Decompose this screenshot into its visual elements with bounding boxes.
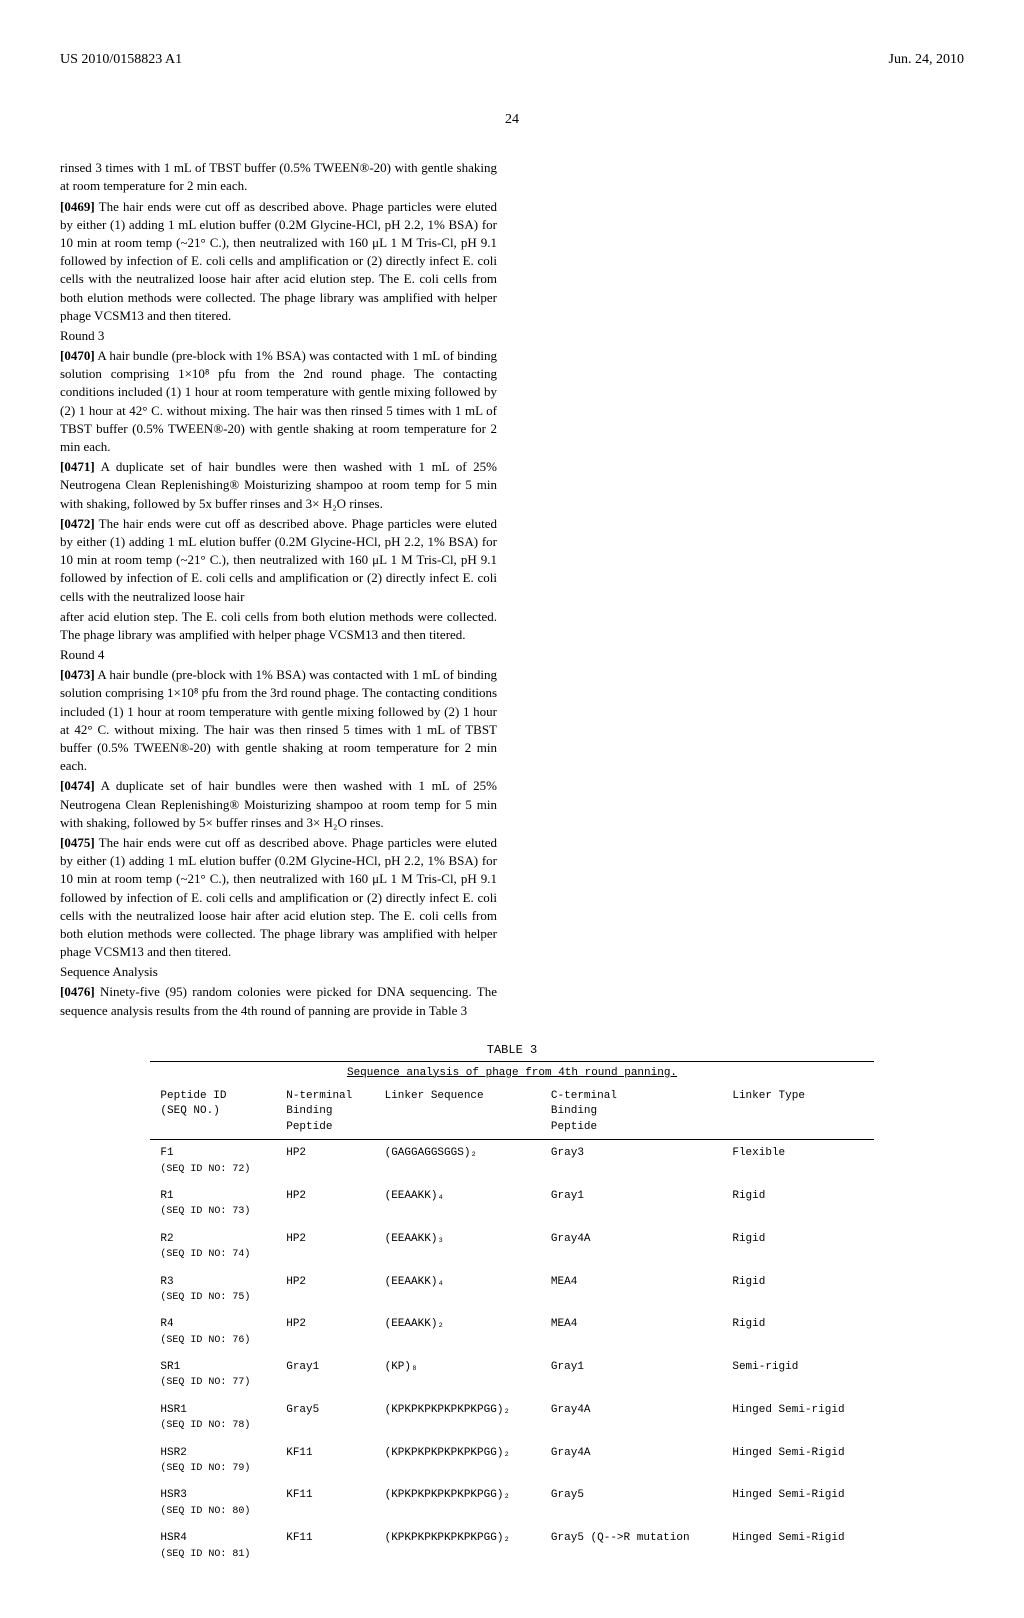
cell-linker: (EEAAKK)₃ (375, 1226, 541, 1269)
body-columns: rinsed 3 times with 1 mL of TBST buffer … (60, 159, 964, 1022)
cell-peptide-id: HSR2(SEQ ID NO: 79) (150, 1440, 276, 1483)
para-number: [0471] (60, 459, 95, 474)
cell-linker: (KPKPKPKPKPKPKPGG)₂ (375, 1482, 541, 1525)
page-number: 24 (60, 110, 964, 130)
section-heading-round3: Round 3 (60, 327, 497, 345)
table-row: HSR1(SEQ ID NO: 78)Gray5(KPKPKPKPKPKPKPG… (150, 1397, 873, 1440)
cell-nterm: HP2 (276, 1226, 374, 1269)
table-row: R1(SEQ ID NO: 73)HP2(EEAAKK)₄Gray1Rigid (150, 1183, 873, 1226)
table-row: HSR4(SEQ ID NO: 81)KF11(KPKPKPKPKPKPKPGG… (150, 1525, 873, 1568)
cell-cterm: Gray3 (541, 1140, 722, 1183)
cell-type: Semi-rigid (722, 1354, 873, 1397)
cell-cterm: Gray5 (541, 1482, 722, 1525)
col-header: N-terminalBindingPeptide (276, 1085, 374, 1140)
table-row: HSR2(SEQ ID NO: 79)KF11(KPKPKPKPKPKPKPGG… (150, 1440, 873, 1483)
para-number: [0469] (60, 199, 95, 214)
paragraph: [0471] A duplicate set of hair bundles w… (60, 458, 497, 513)
cell-nterm: Gray5 (276, 1397, 374, 1440)
cell-linker: (EEAAKK)₄ (375, 1183, 541, 1226)
cell-linker: (EEAAKK)₂ (375, 1311, 541, 1354)
cell-nterm: Gray1 (276, 1354, 374, 1397)
cell-nterm: KF11 (276, 1525, 374, 1568)
cell-peptide-id: HSR4(SEQ ID NO: 81) (150, 1525, 276, 1568)
cell-nterm: HP2 (276, 1311, 374, 1354)
table-row: R3(SEQ ID NO: 75)HP2(EEAAKK)₄MEA4Rigid (150, 1269, 873, 1312)
cell-cterm: Gray1 (541, 1354, 722, 1397)
cell-peptide-id: R2(SEQ ID NO: 74) (150, 1226, 276, 1269)
cell-cterm: MEA4 (541, 1311, 722, 1354)
cell-type: Rigid (722, 1269, 873, 1312)
cell-peptide-id: R3(SEQ ID NO: 75) (150, 1269, 276, 1312)
paragraph: [0476] Ninety-five (95) random colonies … (60, 983, 497, 1019)
para-number: [0475] (60, 835, 95, 850)
paragraph: after acid elution step. The E. coli cel… (60, 608, 497, 644)
cell-type: Rigid (722, 1183, 873, 1226)
table-row: R2(SEQ ID NO: 74)HP2(EEAAKK)₃Gray4ARigid (150, 1226, 873, 1269)
table3: Sequence analysis of phage from 4th roun… (150, 1061, 873, 1568)
section-heading-seq: Sequence Analysis (60, 963, 497, 981)
table3-wrapper: TABLE 3 Sequence analysis of phage from … (60, 1042, 964, 1568)
cell-nterm: HP2 (276, 1269, 374, 1312)
table-row: R4(SEQ ID NO: 76)HP2(EEAAKK)₂MEA4Rigid (150, 1311, 873, 1354)
cell-type: Hinged Semi-Rigid (722, 1482, 873, 1525)
cell-linker: (GAGGAGGSGGS)₂ (375, 1140, 541, 1183)
cell-nterm: HP2 (276, 1183, 374, 1226)
para-number: [0472] (60, 516, 95, 531)
cell-peptide-id: HSR3(SEQ ID NO: 80) (150, 1482, 276, 1525)
col-header: C-terminalBindingPeptide (541, 1085, 722, 1140)
cell-peptide-id: R1(SEQ ID NO: 73) (150, 1183, 276, 1226)
cell-nterm: KF11 (276, 1482, 374, 1525)
cell-cterm: MEA4 (541, 1269, 722, 1312)
paragraph: [0475] The hair ends were cut off as des… (60, 834, 497, 961)
publication-number: US 2010/0158823 A1 (60, 50, 182, 70)
cell-type: Flexible (722, 1140, 873, 1183)
paragraph: [0474] A duplicate set of hair bundles w… (60, 777, 497, 832)
cell-peptide-id: R4(SEQ ID NO: 76) (150, 1311, 276, 1354)
table-title: Sequence analysis of phage from 4th roun… (150, 1061, 873, 1085)
table-label: TABLE 3 (60, 1042, 964, 1059)
paragraph: [0473] A hair bundle (pre-block with 1% … (60, 666, 497, 775)
cell-cterm: Gray4A (541, 1440, 722, 1483)
paragraph: rinsed 3 times with 1 mL of TBST buffer … (60, 159, 497, 195)
cell-cterm: Gray4A (541, 1226, 722, 1269)
cell-cterm: Gray4A (541, 1397, 722, 1440)
page-header: US 2010/0158823 A1 Jun. 24, 2010 (60, 50, 964, 70)
col-header: Linker Sequence (375, 1085, 541, 1140)
cell-linker: (KPKPKPKPKPKPKPGG)₂ (375, 1440, 541, 1483)
cell-linker: (KP)₈ (375, 1354, 541, 1397)
col-header: Linker Type (722, 1085, 873, 1140)
cell-cterm: Gray1 (541, 1183, 722, 1226)
para-number: [0476] (60, 984, 95, 999)
paragraph: [0469] The hair ends were cut off as des… (60, 198, 497, 325)
cell-type: Hinged Semi-Rigid (722, 1525, 873, 1568)
para-number: [0473] (60, 667, 95, 682)
table-row: F1(SEQ ID NO: 72)HP2(GAGGAGGSGGS)₂Gray3F… (150, 1140, 873, 1183)
publication-date: Jun. 24, 2010 (889, 50, 964, 70)
cell-linker: (KPKPKPKPKPKPKPGG)₂ (375, 1397, 541, 1440)
cell-peptide-id: HSR1(SEQ ID NO: 78) (150, 1397, 276, 1440)
cell-type: Rigid (722, 1226, 873, 1269)
para-number: [0474] (60, 778, 95, 793)
section-heading-round4: Round 4 (60, 646, 497, 664)
table-row: SR1(SEQ ID NO: 77)Gray1(KP)₈Gray1Semi-ri… (150, 1354, 873, 1397)
cell-linker: (KPKPKPKPKPKPKPGG)₂ (375, 1525, 541, 1568)
cell-peptide-id: F1(SEQ ID NO: 72) (150, 1140, 276, 1183)
cell-peptide-id: SR1(SEQ ID NO: 77) (150, 1354, 276, 1397)
cell-nterm: HP2 (276, 1140, 374, 1183)
cell-linker: (EEAAKK)₄ (375, 1269, 541, 1312)
col-header: Peptide ID(SEQ NO.) (150, 1085, 276, 1140)
paragraph: [0470] A hair bundle (pre-block with 1% … (60, 347, 497, 456)
cell-type: Rigid (722, 1311, 873, 1354)
para-number: [0470] (60, 348, 95, 363)
cell-cterm: Gray5 (Q-->R mutation (541, 1525, 722, 1568)
cell-type: Hinged Semi-Rigid (722, 1440, 873, 1483)
paragraph: [0472] The hair ends were cut off as des… (60, 515, 497, 606)
table-row: HSR3(SEQ ID NO: 80)KF11(KPKPKPKPKPKPKPGG… (150, 1482, 873, 1525)
cell-type: Hinged Semi-rigid (722, 1397, 873, 1440)
cell-nterm: KF11 (276, 1440, 374, 1483)
